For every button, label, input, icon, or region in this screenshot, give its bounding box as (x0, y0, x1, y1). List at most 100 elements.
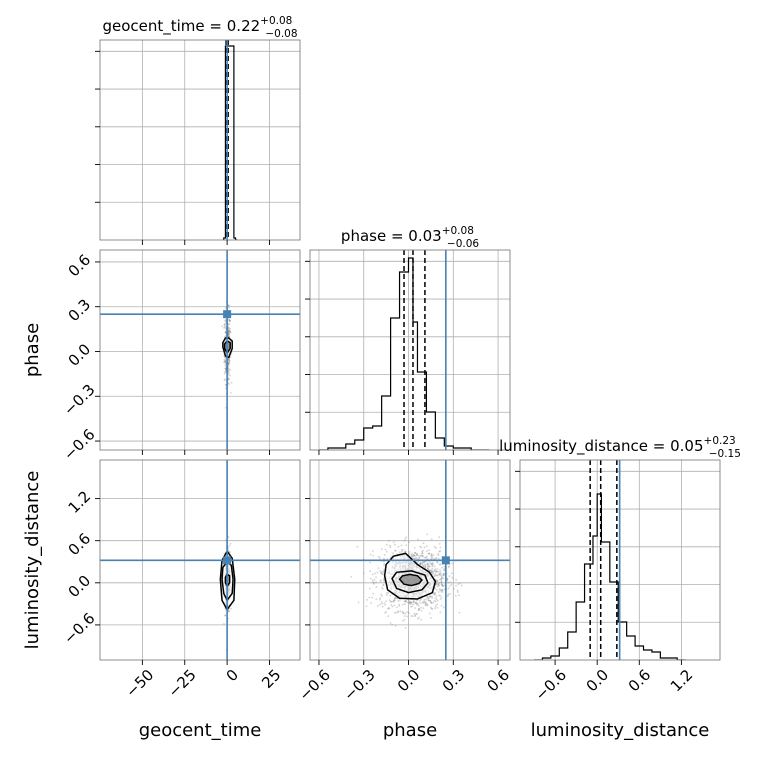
sample-point (403, 603, 406, 605)
sample-point (443, 569, 445, 572)
sample-point (436, 568, 439, 571)
sample-point (398, 551, 401, 554)
sample-point (428, 569, 431, 571)
sample-point (228, 330, 231, 332)
sample-point (401, 610, 404, 613)
sample-point (410, 605, 412, 608)
x-tick-label: −0.3 (340, 666, 378, 704)
title-plus: +0.23 (704, 435, 736, 447)
sample-point (419, 562, 422, 565)
y-tick-label: 0.0 (65, 340, 95, 370)
sample-point (436, 603, 438, 606)
sample-point (227, 329, 230, 331)
sample-point (439, 589, 442, 591)
sample-point (419, 562, 422, 565)
sample-point (372, 582, 375, 585)
sample-point (397, 611, 400, 613)
sample-point (390, 603, 393, 606)
sample-point (426, 604, 429, 607)
sample-point (421, 550, 424, 553)
sample-point (426, 533, 429, 536)
sample-point (229, 320, 231, 323)
sample-point (433, 593, 436, 596)
sample-point (425, 601, 428, 604)
sample-point (425, 595, 428, 598)
sample-point (414, 614, 417, 617)
sample-point (391, 605, 394, 608)
sample-point (422, 565, 425, 567)
sample-point (394, 549, 397, 552)
sample-point (420, 554, 422, 557)
sample-point (428, 565, 431, 568)
sample-point (420, 618, 423, 621)
sample-point (430, 571, 433, 574)
sample-point (424, 601, 426, 604)
sample-point (400, 548, 403, 551)
sample-point (412, 553, 415, 556)
sample-point (424, 564, 427, 567)
sample-point (443, 572, 445, 575)
sample-point (381, 588, 384, 590)
sample-point (394, 597, 397, 600)
sample-point (372, 554, 375, 557)
sample-point (399, 598, 401, 601)
sample-point (387, 539, 390, 542)
sample-point (224, 368, 227, 371)
sample-point (223, 323, 226, 326)
sample-point (408, 541, 411, 544)
sample-point (383, 602, 386, 604)
sample-point (413, 546, 416, 549)
sample-point (394, 549, 397, 552)
sample-point (383, 580, 386, 583)
sample-point (382, 571, 385, 574)
sample-point (426, 566, 429, 568)
sample-point (227, 372, 230, 375)
sample-point (392, 599, 395, 602)
sample-point (227, 610, 230, 612)
sample-point (379, 597, 382, 599)
sample-point (427, 568, 429, 570)
sample-point (450, 572, 453, 575)
sample-point (224, 367, 227, 370)
panel-frame (519, 459, 721, 661)
sample-point (415, 554, 418, 557)
sample-point (386, 607, 389, 610)
sample-point (391, 623, 394, 626)
sample-point (406, 611, 409, 614)
sample-point (447, 581, 450, 584)
sample-point (439, 569, 442, 572)
sample-point (230, 607, 232, 610)
sample-point (451, 576, 454, 579)
sample-point (224, 360, 226, 363)
sample-point (440, 590, 442, 593)
sample-point (392, 541, 395, 544)
sample-point (411, 605, 414, 608)
sample-point (438, 557, 440, 560)
sample-point (370, 602, 373, 604)
sample-point (227, 318, 230, 321)
sample-point (374, 572, 376, 575)
sample-point (397, 545, 400, 548)
sample-point (424, 565, 427, 568)
sample-point (413, 599, 415, 602)
sample-point (434, 569, 437, 572)
sample-point (423, 563, 426, 566)
sample-point (430, 602, 433, 604)
sample-point (414, 551, 416, 554)
title-minus: −0.06 (447, 238, 479, 250)
sample-point (426, 562, 429, 565)
title-text-geocent_time: geocent_time = 0.22+0.08 −0.08 (102, 15, 297, 40)
sample-point (442, 577, 445, 580)
sample-point (228, 358, 230, 361)
sample-point (439, 611, 442, 614)
sample-point (446, 578, 449, 580)
sample-point (384, 548, 387, 551)
sample-point (436, 574, 439, 577)
sample-point (431, 608, 434, 610)
sample-point (437, 584, 440, 587)
sample-point (402, 612, 405, 615)
x-tick-label: 1.2 (667, 666, 697, 696)
sample-point (229, 391, 232, 394)
sample-point (421, 563, 424, 566)
